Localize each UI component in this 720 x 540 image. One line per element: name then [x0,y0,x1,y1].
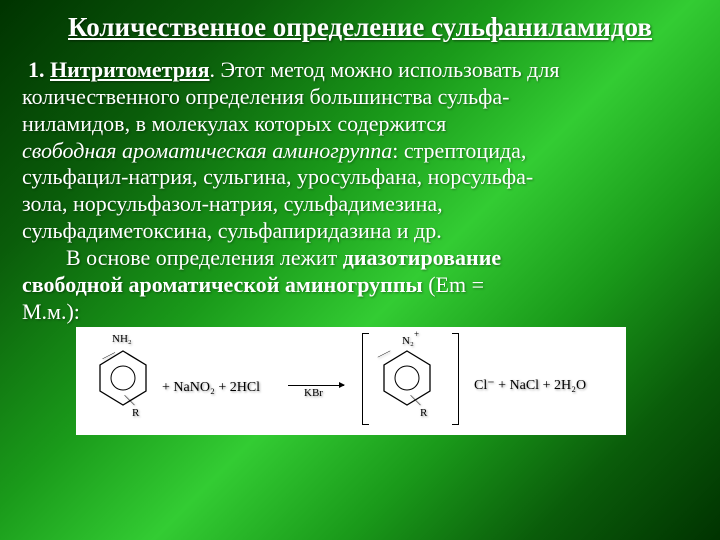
label-r: R [420,407,427,420]
text: количественного определения большинства … [22,84,698,111]
text: сульфацил-натрия, сульгина, уросульфана,… [22,164,698,191]
slide-title: Количественное определение сульфаниламид… [22,12,698,43]
bold-term: диазотирование [343,245,501,270]
reaction-diagram: NH₂ ／ R ＼ + NaNO₂ + 2HCl KBr + N₂ ／ R ＼ … [76,327,626,435]
label-n2: N₂ [402,335,414,348]
text-line: свободной ароматической аминогруппы (Em … [22,272,698,299]
text: ниламидов, в молекулах которых содержитс… [22,111,698,138]
products: Cl⁻ + NaCl + 2H₂O [474,377,586,394]
list-number: 1. [28,57,45,82]
reagents: + NaNO₂ + 2HCl [162,379,260,396]
label-nh2: NH₂ [112,333,132,346]
bracket-left-icon [362,333,369,425]
text-line: свободная ароматическая аминогруппа: стр… [22,138,698,165]
italic-term: свободная ароматическая аминогруппа [22,138,392,163]
text: сульфадиметоксина, сульфапиридазина и др… [22,218,698,245]
paragraph-1: 1. Нитритометрия. Этот метод можно испол… [22,57,698,84]
method-name: Нитритометрия [50,57,210,82]
slide: Количественное определение сульфаниламид… [0,0,720,540]
label-r: R [132,407,139,420]
label-plus: + [414,329,419,340]
catalyst: KBr [304,387,323,400]
text: М.м.): [22,299,698,326]
bold-term: свободной ароматической аминогруппы [22,272,423,297]
text: : стрептоцида, [392,138,526,163]
text: . Этот метод можно использовать для [210,57,560,82]
slide-body: 1. Нитритометрия. Этот метод можно испол… [22,57,698,435]
text: В основе определения лежит [66,245,343,270]
text: (Em = [423,272,484,297]
paragraph-2: В основе определения лежит диазотировани… [22,245,698,272]
arrow-icon [288,385,344,386]
bracket-right-icon [452,333,459,425]
text: зола, норсульфазол-натрия, сульфадимезин… [22,191,698,218]
